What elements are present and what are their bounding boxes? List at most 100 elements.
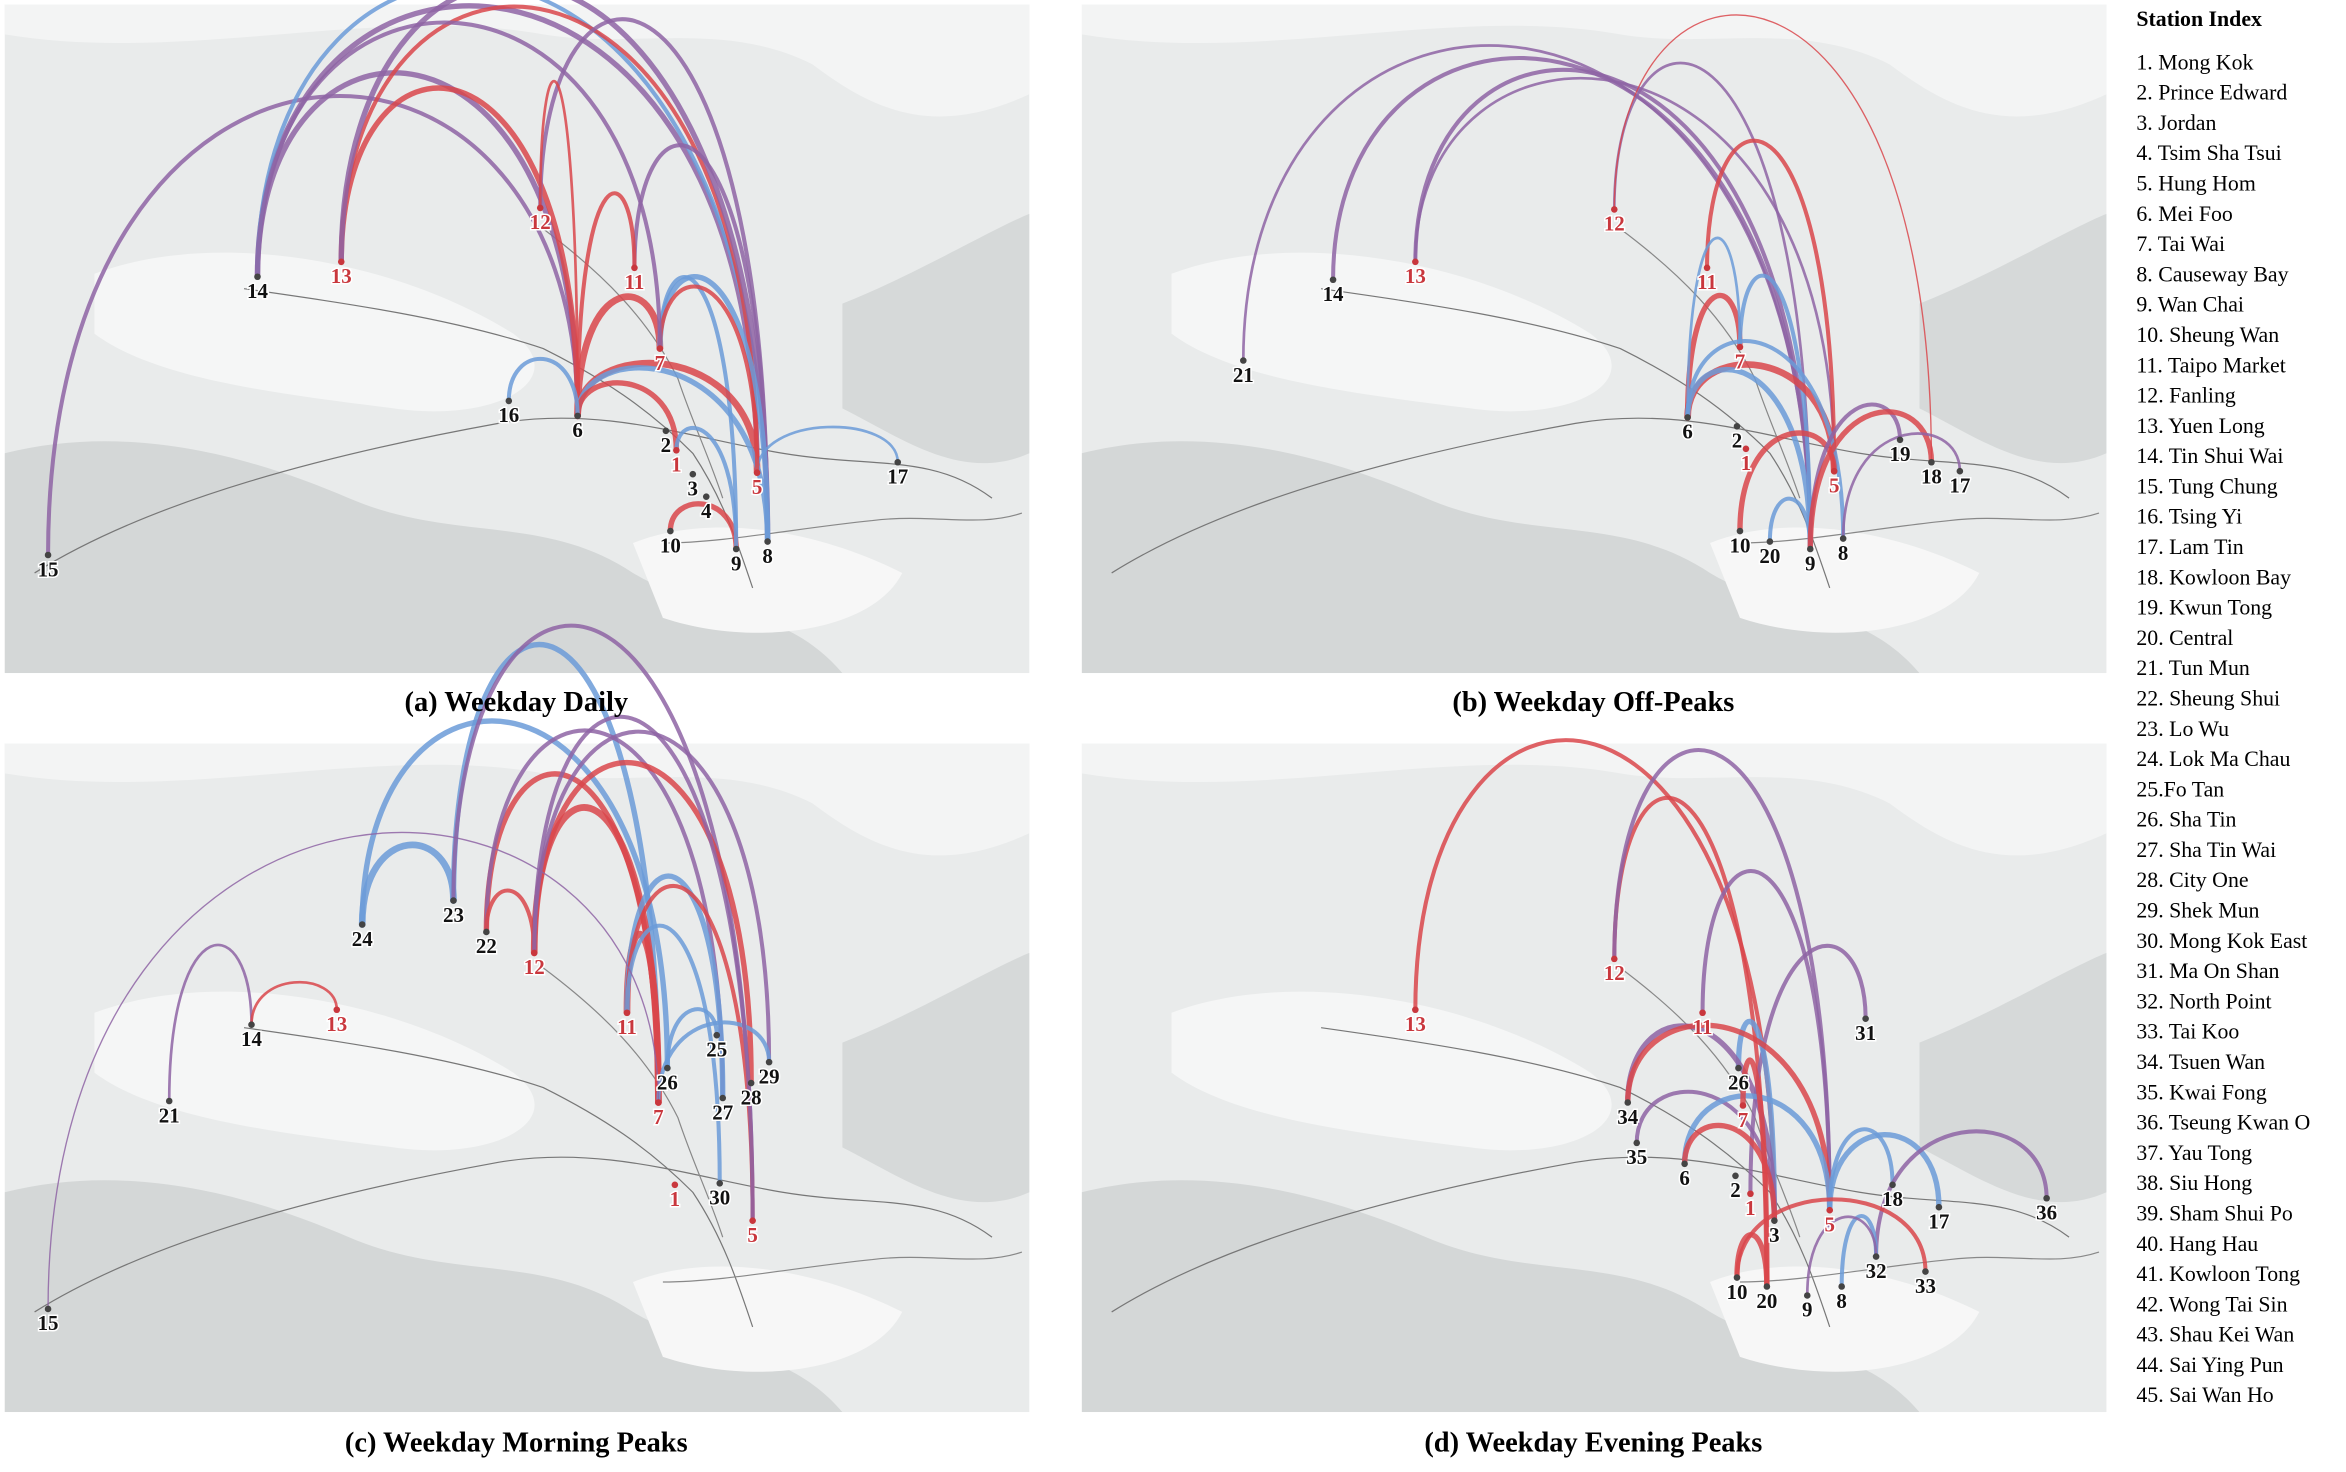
station-label: 6 bbox=[572, 418, 582, 442]
station-label: 8 bbox=[1836, 1289, 1846, 1313]
station-label: 14 bbox=[241, 1027, 262, 1051]
flow-arc bbox=[338, 85, 581, 419]
station-label: 5 bbox=[1829, 473, 1839, 497]
index-item: 20. Central bbox=[2136, 626, 2233, 650]
station-dot bbox=[1633, 1139, 1641, 1147]
index-item: 10. Sheung Wan bbox=[2136, 323, 2279, 347]
flow-arc bbox=[667, 501, 739, 552]
index-item: 24. Lok Ma Chau bbox=[2136, 747, 2290, 771]
flow-arc bbox=[1413, 67, 1813, 552]
station-dot bbox=[1803, 1292, 1811, 1299]
station-label: 17 bbox=[1949, 473, 1970, 497]
flow-arc bbox=[531, 760, 754, 1086]
station-label: 13 bbox=[326, 1012, 347, 1036]
index-item: 38. Siu Hong bbox=[2136, 1171, 2252, 1195]
station-dot bbox=[530, 949, 538, 957]
index-item: 32. North Point bbox=[2136, 989, 2271, 1013]
flow-arc bbox=[1705, 138, 1837, 474]
station-label: 9 bbox=[1802, 1298, 1812, 1322]
flow-arc bbox=[657, 284, 760, 475]
station-dot bbox=[1956, 467, 1964, 475]
index-item: 22. Sheung Shui bbox=[2136, 686, 2280, 710]
station-label: 15 bbox=[38, 1311, 59, 1335]
flow-arc bbox=[674, 426, 739, 552]
station-label: 6 bbox=[1679, 1166, 1689, 1190]
flow-arc bbox=[624, 923, 722, 1186]
station-label: 20 bbox=[1756, 1289, 1777, 1313]
station-dot bbox=[450, 897, 457, 904]
station-label: 13 bbox=[1405, 264, 1426, 288]
flow-arc bbox=[255, 20, 662, 351]
flow-arc bbox=[46, 94, 580, 558]
flow-arc bbox=[1413, 76, 1836, 473]
flow-arc bbox=[1613, 14, 1933, 463]
station-label: 36 bbox=[2036, 1201, 2057, 1225]
station-dot bbox=[505, 397, 513, 405]
station-label: 3 bbox=[1769, 1223, 1779, 1247]
station-dot bbox=[1922, 1268, 1929, 1275]
station-dot bbox=[536, 204, 544, 212]
station-label: 15 bbox=[38, 557, 59, 581]
station-dot bbox=[662, 427, 670, 435]
flow-arc bbox=[47, 831, 660, 1310]
index-item: 29. Shek Mun bbox=[2136, 899, 2259, 923]
station-label: 19 bbox=[1890, 442, 1911, 466]
station-dot bbox=[1742, 445, 1750, 453]
station-dot bbox=[894, 458, 902, 466]
station-label: 7 bbox=[1738, 1108, 1748, 1132]
station-label: 3 bbox=[688, 476, 698, 500]
station-label: 5 bbox=[1824, 1212, 1834, 1236]
index-item: 17. Lam Tin bbox=[2136, 535, 2243, 559]
flow-arc bbox=[1874, 1129, 2049, 1259]
station-dot bbox=[44, 551, 52, 559]
station-label: 13 bbox=[331, 264, 352, 288]
station-dot bbox=[1736, 343, 1744, 351]
station-dot bbox=[1830, 467, 1838, 475]
station-label: 34 bbox=[1617, 1105, 1638, 1129]
station-label: 1 bbox=[1745, 1196, 1755, 1220]
station-label: 26 bbox=[1728, 1070, 1749, 1094]
station-dot bbox=[1928, 458, 1935, 466]
station-label: 13 bbox=[1405, 1012, 1426, 1036]
station-label: 12 bbox=[1604, 212, 1625, 236]
flow-arc bbox=[338, 0, 771, 545]
panel-caption: (d) Weekday Evening Peaks bbox=[1424, 1428, 1762, 1459]
index-item: 33. Tai Koo bbox=[2136, 1020, 2239, 1044]
station-label: 10 bbox=[1729, 533, 1750, 557]
station-dot bbox=[483, 928, 490, 936]
station-label: 12 bbox=[530, 210, 551, 234]
station-label: 8 bbox=[762, 544, 772, 568]
station-dot bbox=[656, 345, 664, 352]
station-label: 22 bbox=[476, 934, 497, 958]
station-dot bbox=[1862, 1015, 1869, 1023]
station-label: 26 bbox=[657, 1070, 678, 1094]
flow-arc bbox=[254, 70, 581, 419]
station-dot bbox=[337, 258, 345, 266]
station-dot bbox=[1412, 258, 1419, 266]
flow-arc bbox=[1625, 1022, 1833, 1213]
flow-arc bbox=[1686, 236, 1742, 419]
station-dot bbox=[1329, 276, 1337, 284]
station-label: 1 bbox=[671, 453, 681, 477]
flow-arc bbox=[574, 293, 664, 420]
station-label: 1 bbox=[1741, 451, 1751, 475]
station-label: 11 bbox=[617, 1015, 637, 1039]
station-label: 21 bbox=[1233, 363, 1254, 387]
station-dot bbox=[667, 527, 674, 535]
station-label: 12 bbox=[524, 955, 545, 979]
station-dot bbox=[1736, 527, 1744, 535]
index-item: 43. Shau Kei Wan bbox=[2136, 1323, 2294, 1347]
station-label: 28 bbox=[741, 1085, 762, 1109]
flow-arc bbox=[1740, 1057, 1770, 1290]
panel-caption: (c) Weekday Morning Peaks bbox=[345, 1428, 688, 1459]
flow-arc bbox=[1331, 56, 1813, 552]
flow-arc bbox=[632, 143, 770, 544]
station-dot bbox=[673, 446, 680, 454]
flow-arc bbox=[755, 425, 900, 475]
index-item: 23. Lo Wu bbox=[2136, 717, 2229, 741]
station-label: 7 bbox=[1735, 349, 1745, 373]
station-label: 8 bbox=[1838, 541, 1848, 565]
station-dot bbox=[1412, 1006, 1419, 1014]
